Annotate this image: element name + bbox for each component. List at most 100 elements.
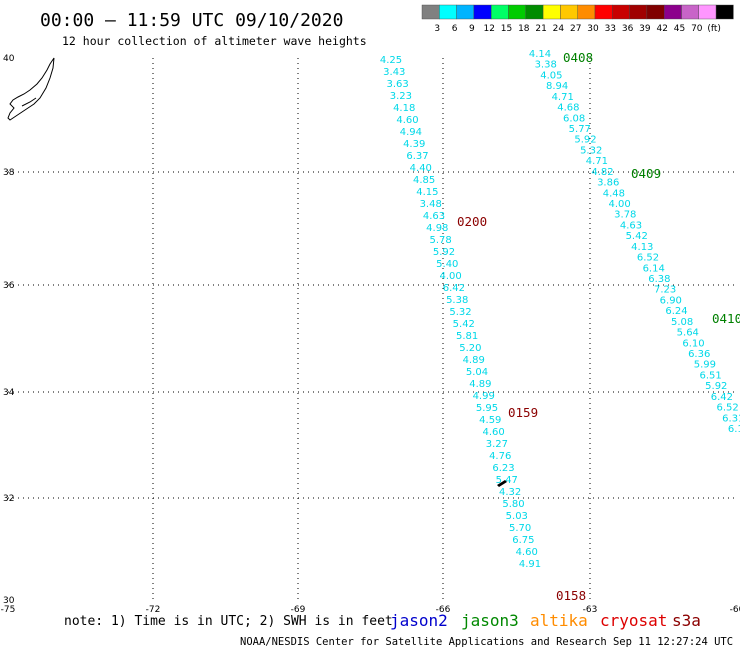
colorbar-legend: 3 6 9 12 15 18 21 24 27 30 33 36 39 42 45 70 (ft) [421, 4, 734, 34]
swh-value: 5.70 [509, 523, 531, 534]
swh-value: 6.52 [716, 403, 738, 414]
swh-value: 6.42 [711, 392, 733, 403]
swh-value: 5.92 [433, 247, 455, 258]
satellite-label-jason3: jason3 [461, 611, 519, 630]
swh-value: 5.32 [449, 307, 471, 318]
coastline-island [21, 97, 37, 107]
swh-value: 6.10 [728, 424, 740, 435]
longitude-tick: -75 [1, 605, 16, 615]
colorbar-label: 30 [587, 24, 599, 34]
swh-value: 5.03 [506, 511, 528, 522]
swh-value: 6.24 [665, 306, 687, 317]
colorbar-swatch [473, 4, 492, 20]
swh-value: 6.42 [443, 283, 465, 294]
track-mark [497, 480, 507, 487]
units-note: note: 1) Time is in UTC; 2) SWH is in fe… [64, 614, 393, 629]
swh-value: 4.14 [529, 49, 551, 60]
colorbar-swatch [560, 4, 578, 20]
colorbar-swatch [698, 4, 717, 20]
colorbar-swatch [664, 4, 682, 20]
colorbar-label: 3 [434, 24, 440, 34]
pass-label: 0200 [457, 214, 487, 229]
swh-value: 6.51 [699, 370, 721, 381]
colorbar-label: (ft) [707, 24, 721, 34]
colorbar-label: 36 [622, 24, 634, 34]
swh-value: 6.75 [512, 535, 534, 546]
swh-value: 4.60 [482, 427, 504, 438]
swh-value: 6.90 [660, 295, 682, 306]
colorbar-swatch [421, 4, 440, 20]
swh-value: 5.20 [459, 343, 481, 354]
colorbar-swatch [594, 4, 613, 20]
colorbar-label: 27 [570, 24, 581, 34]
swh-value: 4.82 [591, 167, 613, 178]
swh-value: 4.98 [426, 223, 448, 234]
footer-credit: NOAA/NESDIS Center for Satellite Applica… [240, 636, 740, 648]
swh-value: 4.63 [620, 220, 642, 231]
colorbar-swatch [715, 4, 734, 20]
swh-value: 4.91 [519, 559, 541, 570]
altimeter-tracks: 4.253.433.633.234.184.604.944.396.374.40… [380, 49, 740, 570]
swh-value: 5.04 [466, 367, 488, 378]
colorbar-swatch [577, 4, 596, 20]
swh-value: 4.71 [552, 92, 574, 103]
swh-value: 4.13 [631, 242, 653, 253]
swh-value: 6.38 [648, 274, 670, 285]
swh-value: 6.14 [643, 263, 665, 274]
swh-value: 5.80 [502, 499, 524, 510]
swh-value: 5.38 [446, 295, 468, 306]
satellite-legend: jason2 jason3 altika cryosat s3a [390, 611, 701, 630]
swh-value: 4.76 [489, 451, 511, 462]
swh-value: 5.47 [496, 475, 518, 486]
swh-value: 5.64 [677, 328, 699, 339]
swh-value: 5.92 [705, 381, 727, 392]
swh-value: 5.95 [476, 403, 498, 414]
colorbar-label: 33 [605, 24, 616, 34]
swh-value: 4.59 [479, 415, 501, 426]
swh-value: 4.48 [603, 188, 625, 199]
swh-value: 4.39 [403, 139, 425, 150]
colorbar-swatch [612, 4, 630, 20]
pass-labels: 0408 0409 0200 0410 0159 0158 [457, 50, 740, 603]
pass-label: 0408 [563, 50, 593, 65]
swh-value: 6.31 [722, 413, 740, 424]
longitude-tick: -72 [146, 605, 161, 615]
swh-value: 5.78 [429, 235, 451, 246]
swh-value: 3.86 [597, 178, 619, 189]
swh-value: 3.27 [486, 439, 508, 450]
swh-value: 6.23 [492, 463, 514, 474]
latitude-tick: 40 [3, 54, 15, 64]
colorbar-label: 39 [639, 24, 651, 34]
swh-value: 4.89 [463, 355, 485, 366]
swh-value: 4.85 [413, 175, 435, 186]
swh-value: 4.32 [499, 487, 521, 498]
page-title: 00:00 – 11:59 UTC 09/10/2020 [40, 10, 343, 31]
swh-value: 4.89 [469, 379, 491, 390]
pass-label: 0410 [712, 311, 740, 326]
satellite-label-cryosat: cryosat [600, 611, 667, 630]
colorbar-swatch [681, 4, 699, 20]
swh-value: 4.60 [396, 115, 418, 126]
swh-value: 6.08 [563, 113, 585, 124]
longitude-tick: -69 [291, 605, 306, 615]
map-grid: -75 -72 -69 -66 -63 -60 40 38 36 34 32 30 [1, 54, 740, 615]
swh-value: 5.99 [694, 360, 716, 371]
colorbar-label: 18 [518, 24, 530, 34]
swh-value: 5.40 [436, 259, 458, 270]
swh-value: 4.18 [393, 103, 415, 114]
colorbar-swatch [542, 4, 561, 20]
swh-value: 3.38 [535, 60, 557, 71]
colorbar-label: 42 [656, 24, 667, 34]
swh-value: 8.94 [546, 81, 568, 92]
colorbar-label: 70 [691, 24, 703, 34]
swh-value: 5.32 [580, 145, 602, 156]
swh-value: 3.48 [420, 199, 442, 210]
swh-value: 3.78 [614, 210, 636, 221]
swh-value: 6.52 [637, 253, 659, 264]
page-subtitle: 12 hour collection of altimeter wave hei… [62, 34, 367, 48]
swh-value: 3.43 [383, 67, 405, 78]
colorbar-swatch [508, 4, 526, 20]
swh-value: 5.42 [626, 231, 648, 242]
latitude-tick: 36 [3, 281, 15, 291]
